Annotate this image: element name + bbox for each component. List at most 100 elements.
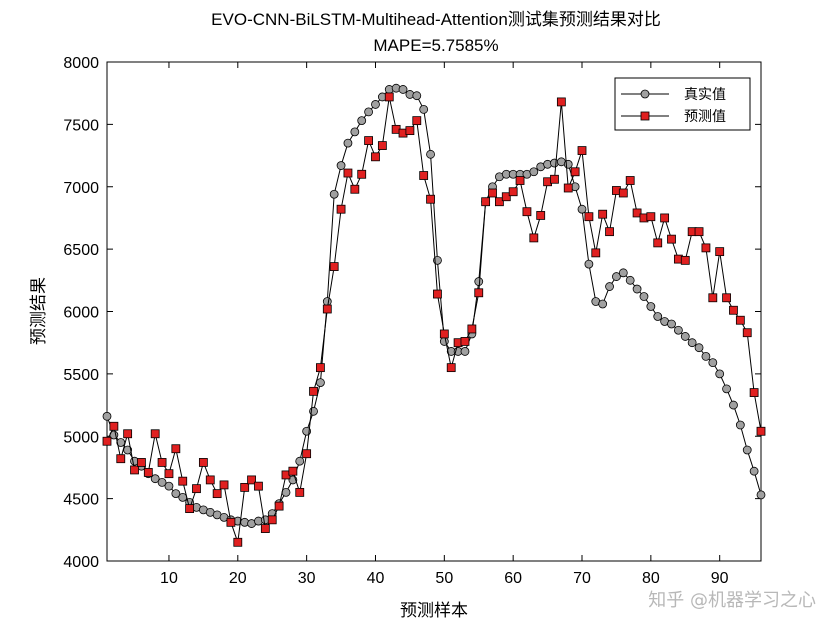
- data-point-1: [171, 444, 181, 454]
- data-point-1: [563, 183, 573, 193]
- data-point-1: [742, 328, 752, 338]
- data-point-0: [756, 490, 766, 500]
- data-point-0: [605, 282, 614, 291]
- data-point-1: [481, 197, 491, 207]
- data-point-1: [680, 255, 690, 265]
- data-point-1: [433, 289, 442, 299]
- series-1: [102, 92, 766, 547]
- data-point-0: [563, 159, 573, 169]
- data-point-1: [316, 363, 325, 373]
- data-point-1: [708, 293, 718, 303]
- y-tick-label: 4500: [63, 492, 99, 509]
- data-point-0: [426, 149, 435, 159]
- data-point-1: [274, 501, 284, 511]
- data-point-1: [116, 454, 126, 464]
- data-point-0: [653, 312, 663, 321]
- data-point-1: [467, 324, 477, 334]
- data-point-1: [419, 171, 429, 180]
- x-tick-label: 10: [160, 570, 178, 587]
- legend: 真实值 预测值: [614, 77, 751, 131]
- data-point-1: [350, 184, 360, 194]
- data-point-0: [673, 325, 683, 335]
- data-point-0: [357, 116, 367, 126]
- data-point-1: [715, 247, 725, 257]
- data-point-1: [371, 152, 380, 162]
- data-point-0: [439, 337, 449, 346]
- data-point-1: [694, 227, 704, 237]
- data-point-0: [646, 302, 656, 311]
- y-tick-label: 6000: [63, 305, 99, 322]
- data-point-1: [494, 197, 504, 207]
- data-point-1: [508, 187, 518, 197]
- data-point-1: [577, 146, 587, 155]
- data-point-0: [322, 297, 332, 306]
- data-point-1: [205, 475, 215, 485]
- x-tick-label: 30: [298, 570, 316, 587]
- data-point-1: [756, 426, 766, 436]
- chart-subtitle: MAPE=5.7585%: [373, 36, 498, 55]
- data-point-1: [295, 487, 305, 497]
- data-point-0: [343, 138, 353, 148]
- data-point-1: [625, 176, 635, 185]
- data-point-1: [130, 465, 139, 475]
- data-point-0: [329, 189, 339, 199]
- data-point-1: [591, 248, 601, 258]
- data-point-1: [405, 126, 415, 136]
- y-tick-label: 4000: [63, 554, 99, 571]
- data-point-1: [598, 209, 608, 219]
- data-point-1: [288, 466, 298, 476]
- data-point-0: [295, 456, 305, 466]
- data-point-1: [240, 482, 250, 492]
- data-point-1: [667, 234, 676, 244]
- data-point-1: [439, 329, 449, 339]
- data-point-1: [302, 449, 312, 459]
- data-point-1: [254, 481, 263, 491]
- data-point-1: [109, 421, 119, 431]
- data-point-1: [570, 167, 580, 177]
- y-tick-label: 8000: [63, 55, 99, 72]
- data-point-0: [742, 445, 752, 455]
- x-axis: 10 20 30 40 50 60 70 80 90: [160, 62, 729, 587]
- data-point-0: [618, 268, 628, 278]
- data-point-1: [384, 92, 394, 102]
- data-point-0: [735, 420, 745, 430]
- data-point-1: [556, 97, 566, 107]
- data-point-1: [632, 208, 642, 218]
- data-point-0: [412, 91, 422, 101]
- data-point-1: [233, 537, 243, 547]
- data-point-1: [488, 188, 497, 198]
- y-axis: 4000 4500 5000 5500 6000 6500 7000 7500 8000: [63, 55, 761, 571]
- data-point-1: [749, 388, 759, 397]
- data-point-1: [150, 429, 160, 439]
- data-point-0: [316, 378, 325, 388]
- data-point-1: [522, 207, 532, 217]
- data-point-1: [260, 524, 270, 533]
- chart-title: EVO-CNN-BiLSTM-Multihead-Attention测试集预测结…: [211, 10, 661, 29]
- data-point-1: [474, 288, 484, 298]
- x-tick-label: 70: [573, 570, 591, 587]
- data-point-1: [336, 204, 346, 214]
- data-point-0: [625, 275, 635, 285]
- data-point-1: [192, 484, 201, 494]
- data-point-1: [364, 136, 374, 145]
- data-point-1: [735, 315, 745, 325]
- x-tick-label: 80: [642, 570, 660, 587]
- data-point-1: [646, 212, 656, 222]
- data-point-0: [164, 481, 174, 491]
- data-point-0: [715, 369, 725, 379]
- legend-label-series-0: 真实值: [684, 87, 726, 103]
- data-point-0: [701, 352, 711, 361]
- data-point-0: [729, 400, 738, 410]
- watermark-text: 知乎 @机器学习之心: [648, 590, 816, 611]
- data-point-1: [729, 305, 738, 315]
- data-point-0: [336, 161, 346, 170]
- data-point-0: [178, 492, 188, 502]
- data-point-0: [350, 127, 360, 137]
- y-tick-label: 7000: [63, 180, 99, 197]
- data-point-1: [102, 436, 112, 446]
- data-point-0: [419, 105, 429, 114]
- legend-box: [614, 77, 751, 131]
- data-point-0: [398, 85, 408, 94]
- data-point-1: [185, 504, 195, 514]
- data-point-1: [550, 174, 559, 184]
